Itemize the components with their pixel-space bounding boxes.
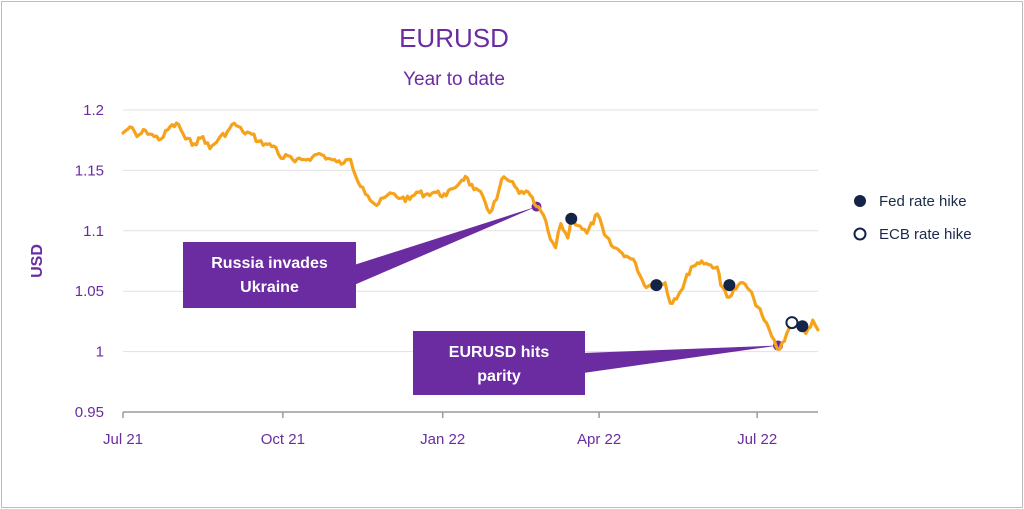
chart-title: EURUSD bbox=[399, 23, 509, 53]
axis-layer: 1.2 1.15 1.1 1.05 1 0.95 Jul 21 Oct 21 Jan 22 Apr… bbox=[75, 102, 818, 448]
y-axis-label: USD bbox=[29, 244, 46, 278]
callout-pointer bbox=[354, 206, 537, 285]
x-tick-label: Oct 21 bbox=[261, 431, 305, 448]
ecb-rate-hike-marker bbox=[785, 316, 799, 330]
y-tick-label: 1.1 bbox=[83, 223, 104, 240]
x-tick-label: Jan 22 bbox=[420, 431, 465, 448]
callout-layer: Russia invades Ukraine EURUSD hits parity bbox=[183, 201, 784, 395]
legend-fed-marker bbox=[854, 195, 866, 207]
y-tick-label: 1.15 bbox=[75, 162, 104, 179]
legend-item: ECB rate hike bbox=[853, 226, 972, 243]
fed-rate-hike-marker bbox=[565, 212, 578, 225]
legend-item: Fed rate hike bbox=[854, 193, 967, 210]
callout-text: EURUSD hits bbox=[449, 344, 550, 361]
x-tick-label: Jul 21 bbox=[103, 431, 143, 448]
callout-box bbox=[413, 331, 585, 395]
x-tick-label: Jul 22 bbox=[737, 431, 777, 448]
callout-annotation: Russia invades Ukraine bbox=[183, 201, 542, 308]
y-tick-label: 1.2 bbox=[83, 102, 104, 119]
y-tick-label: 1.05 bbox=[75, 283, 104, 300]
legend-layer: Fed rate hike ECB rate hike bbox=[853, 193, 972, 243]
series-layer bbox=[121, 121, 820, 351]
callout-annotation: EURUSD hits parity bbox=[413, 331, 784, 395]
x-tick-label: Apr 22 bbox=[577, 431, 621, 448]
fed-rate-hike-marker bbox=[723, 279, 736, 292]
chart-subtitle: Year to date bbox=[403, 69, 505, 90]
y-tick-label: 1 bbox=[96, 344, 104, 361]
callout-text: parity bbox=[477, 368, 521, 385]
legend-label: Fed rate hike bbox=[879, 193, 967, 210]
legend-label: ECB rate hike bbox=[879, 226, 972, 243]
eurusd-line bbox=[121, 121, 820, 351]
fed-rate-hike-marker bbox=[650, 279, 663, 292]
callout-pointer bbox=[583, 345, 779, 373]
callout-text: Ukraine bbox=[240, 279, 299, 296]
callout-box bbox=[183, 242, 356, 308]
marker-layer bbox=[565, 212, 809, 333]
callout-text: Russia invades bbox=[211, 255, 328, 272]
legend-ecb-marker bbox=[853, 227, 867, 241]
y-tick-label: 0.95 bbox=[75, 404, 104, 421]
fed-rate-hike-marker bbox=[796, 320, 809, 333]
